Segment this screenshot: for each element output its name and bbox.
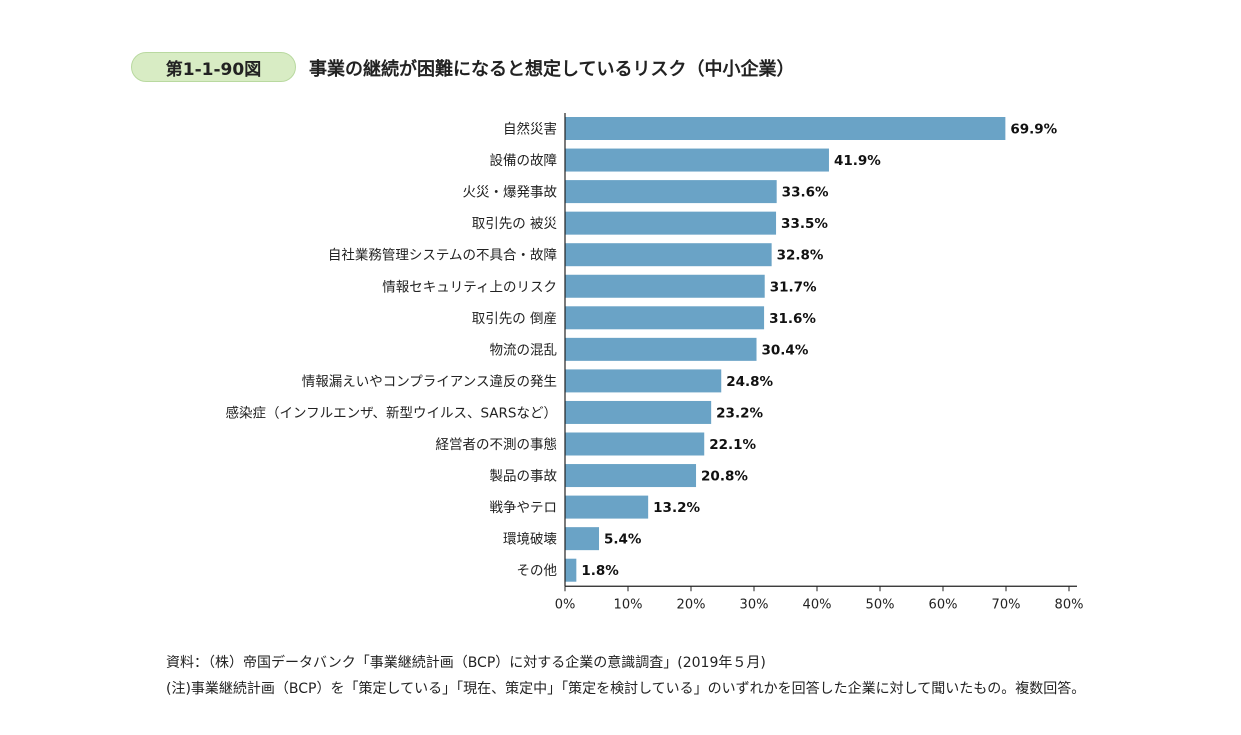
category-label: 環境破壊 [503, 532, 557, 548]
data-label: 1.8% [581, 563, 619, 579]
figure-notes: 資料：（株）帝国データバンク「事業継続計画（BCP）に対する企業の意識調査」(2… [166, 650, 1086, 702]
bar [565, 432, 705, 456]
data-label: 20.8% [701, 469, 748, 485]
category-label: 設備の故障 [490, 153, 558, 169]
footnote: (注)事業継続計画（BCP）を「策定している」「現在、策定中」「策定を検討してい… [166, 681, 1086, 697]
data-label: 13.2% [653, 500, 700, 516]
x-tick-label: 60% [929, 597, 958, 612]
x-tick-label: 80% [1055, 597, 1084, 612]
data-label: 69.9% [1010, 122, 1057, 138]
data-label: 24.8% [726, 374, 773, 390]
category-label: 経営者の不測の事態 [436, 437, 558, 453]
data-label: 41.9% [834, 153, 881, 169]
x-tick-label: 70% [992, 597, 1021, 612]
category-label: 製品の事故 [490, 469, 558, 485]
data-label: 32.8% [777, 248, 824, 264]
data-label: 5.4% [604, 532, 642, 548]
category-label: 取引先の 被災 [472, 216, 558, 232]
data-label: 33.5% [781, 216, 828, 232]
bar [565, 243, 772, 267]
bar [565, 337, 757, 361]
bar [565, 400, 712, 424]
category-label: 情報セキュリティ上のリスク [382, 279, 557, 295]
data-label: 22.1% [709, 437, 756, 453]
bar [565, 495, 649, 519]
bar [565, 306, 765, 330]
data-label: 31.7% [770, 279, 817, 295]
category-label: 感染症（インフルエンザ、新型ウイルス、SARSなど） [225, 404, 557, 421]
bar [565, 117, 1006, 140]
category-label: 自然災害 [503, 121, 557, 138]
category-label: 情報漏えいやコンプライアンス違反の発生 [302, 374, 557, 390]
category-label: 火災・爆発事故 [463, 185, 558, 201]
category-label: 取引先の 倒産 [472, 311, 557, 327]
x-tick-label: 30% [740, 597, 769, 612]
bar [565, 180, 777, 204]
category-label: その他 [517, 563, 558, 579]
bar [565, 527, 600, 551]
bar [565, 274, 765, 298]
figure-header: 第1-1-90図 事業の継続が困難になると想定しているリスク（中小企業） [131, 52, 1131, 82]
source-note: 資料：（株）帝国データバンク「事業継続計画（BCP）に対する企業の意識調査」(2… [166, 655, 766, 671]
category-label: 自社業務管理システムの不具合・故障 [328, 248, 557, 264]
data-label: 33.6% [782, 185, 829, 201]
bar [565, 211, 777, 235]
figure-title: 事業の継続が困難になると想定しているリスク（中小企業） [309, 59, 795, 80]
x-tick-label: 50% [866, 597, 895, 612]
x-tick-label: 0% [555, 597, 576, 612]
data-label: 30.4% [762, 342, 809, 358]
data-label: 31.6% [769, 311, 816, 327]
figure-number-badge: 第1-1-90図 [131, 52, 296, 82]
bar [565, 369, 722, 393]
bar [565, 148, 829, 172]
bar [565, 464, 697, 488]
x-tick-label: 20% [677, 597, 706, 612]
category-label: 物流の混乱 [490, 342, 558, 358]
bar [565, 558, 577, 582]
bar-chart: 自然災害 69.9% 設備の故障 41.9% 火災・爆発事故 33.6% 取引先の 被災 33… [225, 113, 1084, 612]
data-label: 23.2% [716, 405, 763, 421]
x-tick-label: 10% [614, 597, 643, 612]
x-tick-label: 40% [803, 597, 832, 612]
category-label: 戦争やテロ [490, 500, 558, 516]
